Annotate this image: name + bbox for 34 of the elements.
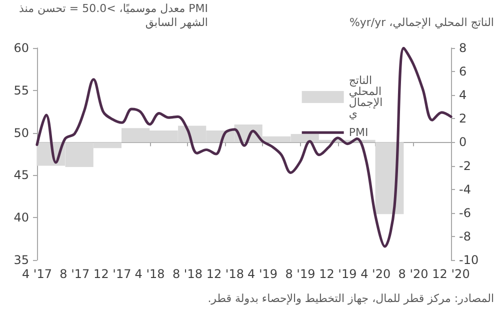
y2-tick-label: 2: [459, 112, 467, 126]
x-tick-label: 8 '17: [60, 267, 90, 281]
y2-tick-label: 4: [459, 88, 467, 102]
y2-tick-label: -8: [459, 229, 471, 244]
x-tick-label: 4 '19: [248, 267, 278, 281]
y-tick-label: 35: [14, 253, 29, 267]
x-tick-label: 4 '20: [360, 267, 391, 281]
line-series: [36, 46, 452, 248]
x-tick-label: 12 '18: [206, 267, 244, 281]
y-tick-label: 50: [14, 126, 29, 140]
y-tick-label: 45: [14, 168, 29, 182]
y-tick-label: 55: [14, 83, 29, 98]
y2-tick-label: -2: [459, 158, 471, 173]
x-tick-label: 8 '18: [172, 267, 202, 281]
legend-label: PMI: [348, 126, 368, 139]
y2-axis-title: الناتج المحلي الإجمالي، yr/yr%: [348, 16, 494, 30]
y-tick-label: 60: [14, 41, 29, 55]
y2-tick-label: 6: [459, 64, 467, 79]
y2-tick-label: -4: [459, 182, 471, 196]
x-tick-label: 12 '17: [94, 267, 132, 281]
y2-tick-label: -6: [459, 206, 471, 220]
legend-label: الناتج المحلي الإجمالي: [348, 74, 386, 120]
y2-tick-label: 8: [459, 41, 467, 55]
x-tick-label: 8 '19: [285, 267, 316, 281]
x-tick-label: 4 '18: [134, 267, 165, 281]
x-tick-label: 12 '19: [319, 267, 357, 281]
x-tick-label: 8 '20: [398, 267, 428, 281]
y-axis-title: PMI معدل موسميًا، >50.0 = تحسن منذ الشهر السابق: [18, 2, 208, 30]
y2-tick-label: 0: [459, 135, 467, 150]
text: المصادر: مركز قطر للمال، جهاز التخطيط والإحصاء بدولة قطر.: [206, 292, 494, 306]
y2-tick-label: -10: [459, 253, 479, 267]
x-tick-label: 4 '17: [22, 267, 52, 281]
x-tick-label: 12 '20: [432, 267, 470, 281]
y-tick-label: 40: [14, 210, 29, 225]
